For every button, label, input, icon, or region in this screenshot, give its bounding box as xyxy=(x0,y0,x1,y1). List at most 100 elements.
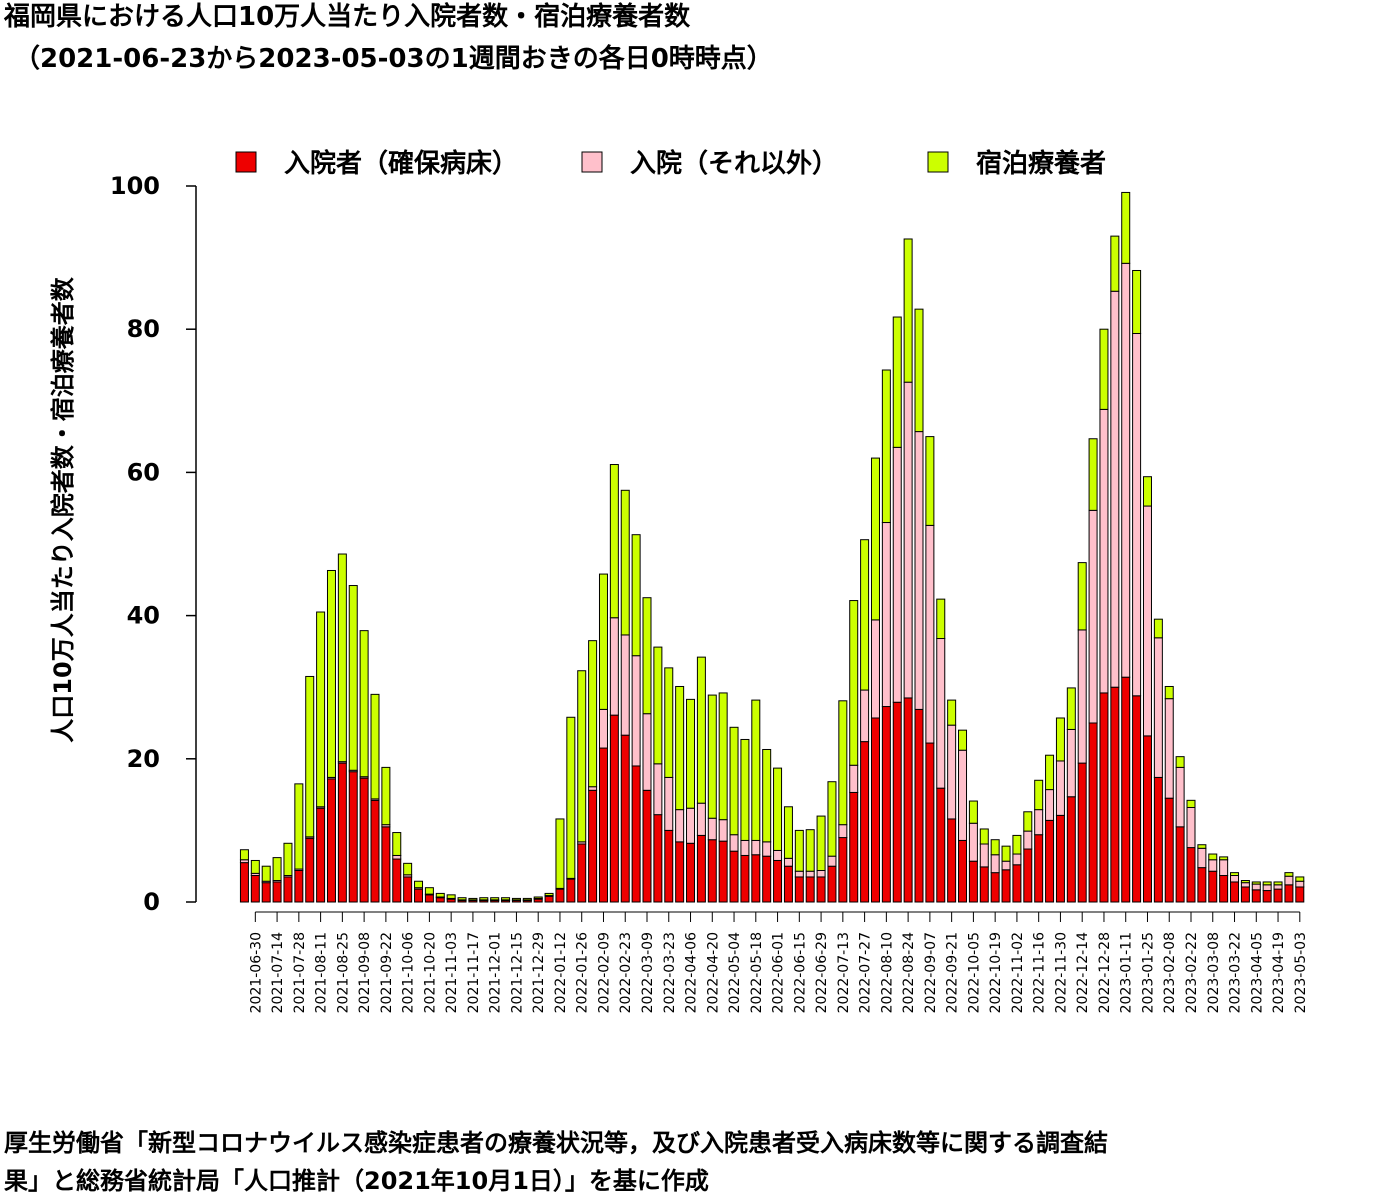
bar-segment-hospital-other xyxy=(1045,789,1055,821)
bar-segment-hotel xyxy=(403,862,413,876)
bar-segment-hospital-other xyxy=(881,522,891,708)
bar-segment-hospital-secured xyxy=(892,701,902,903)
x-tick-label: 2022-03-09 xyxy=(640,932,656,1013)
x-tick-label: 2022-12-28 xyxy=(1097,932,1113,1013)
source-note-line1: 厚生労働省「新型コロナウイルス感染症患者の療養状況等，及び入院患者受入病床数等に… xyxy=(4,1129,1108,1157)
bar-segment-hospital-secured xyxy=(239,862,249,903)
bar-segment-hotel xyxy=(1197,844,1207,849)
x-tick-label: 2022-01-26 xyxy=(575,932,591,1013)
bar-segment-hospital-secured xyxy=(1208,870,1218,903)
bar-segment-hospital-secured xyxy=(1055,814,1065,903)
bar-segment-hospital-other xyxy=(588,786,598,791)
bar-segment-hotel xyxy=(1251,881,1261,885)
bar-segment-hospital-secured xyxy=(392,858,402,903)
bar-segment-hospital-other xyxy=(631,655,641,767)
bar-segment-hospital-other xyxy=(903,381,913,699)
bar-segment-hospital-secured xyxy=(881,706,891,903)
bar-segment-hotel xyxy=(490,897,500,901)
bar-segment-hotel xyxy=(925,436,935,526)
bar-segment-hospital-secured xyxy=(838,837,848,903)
bar-segment-hotel xyxy=(1230,872,1240,877)
bar-segment-hotel xyxy=(1121,191,1131,264)
x-tick-label: 2022-11-16 xyxy=(1032,932,1048,1013)
bar-segment-hotel xyxy=(370,693,380,800)
bar-segment-hotel xyxy=(511,897,521,901)
bar-segment-hospital-other xyxy=(686,807,696,844)
bar-segment-hospital-secured xyxy=(1153,776,1163,903)
x-tick-label: 2021-12-29 xyxy=(531,932,547,1013)
bar-segment-hospital-other xyxy=(979,843,989,868)
bar-segment-hotel xyxy=(1219,856,1229,861)
x-tick-label: 2021-08-11 xyxy=(314,932,330,1013)
x-tick-label: 2023-01-25 xyxy=(1141,932,1157,1013)
bar-segment-hospital-other xyxy=(642,713,652,791)
bar-segment-hospital-secured xyxy=(794,876,804,903)
bar-segment-hotel xyxy=(620,489,630,636)
bar-segment-hospital-other xyxy=(1034,809,1044,836)
bar-segment-hospital-secured xyxy=(1164,797,1174,903)
bar-segment-hotel xyxy=(566,716,576,879)
bar-segment-hotel xyxy=(1132,269,1142,334)
x-tick-label: 2021-09-22 xyxy=(379,932,395,1013)
bar-segment-hospital-secured xyxy=(675,841,685,903)
bar-segment-hospital-secured xyxy=(1066,796,1076,903)
bar-segment-hospital-other xyxy=(751,839,761,856)
bar-segment-hospital-secured xyxy=(1251,889,1261,903)
bar-segment-hospital-other xyxy=(1132,333,1142,697)
bar-segment-hotel xyxy=(1164,685,1174,700)
bar-segment-hospital-secured xyxy=(609,714,619,903)
stacked-bar-chart: 入院者（確保病床） 入院（それ以外） 宿泊療養者 0 20 40 60 80 100 2021… xyxy=(49,148,1309,1013)
x-tick-label: 2022-01-12 xyxy=(553,932,569,1013)
bar-segment-hospital-secured xyxy=(381,826,391,903)
bar-segment-hotel xyxy=(751,699,761,841)
bar-segment-hotel xyxy=(468,897,478,901)
bar-segment-hotel xyxy=(1208,853,1218,861)
bar-segment-hospital-other xyxy=(936,638,946,789)
bar-segment-hospital-secured xyxy=(1088,722,1098,903)
bar-segment-hospital-secured xyxy=(925,742,935,903)
x-tick-label: 2022-02-09 xyxy=(597,932,613,1013)
bar-segment-hotel xyxy=(686,698,696,809)
bar-segment-hospital-secured xyxy=(555,888,565,903)
bar-segment-hotel xyxy=(1142,476,1152,507)
bar-segment-hotel xyxy=(555,818,565,889)
bar-segment-hospital-other xyxy=(860,689,870,743)
bar-segment-hospital-secured xyxy=(783,865,793,903)
legend-hospital-secured-label: 入院者（確保病床） xyxy=(284,148,518,179)
bar-segment-hotel xyxy=(435,892,445,898)
bar-segment-hospital-secured xyxy=(653,814,663,903)
x-tick-label: 2021-12-01 xyxy=(488,932,504,1013)
bar-segment-hotel xyxy=(294,783,304,870)
x-tick-label: 2022-05-18 xyxy=(749,932,765,1013)
x-tick-label: 2022-10-19 xyxy=(988,932,1004,1013)
bar-segment-hospital-secured xyxy=(631,765,641,903)
bar-segment-hospital-other xyxy=(1251,883,1261,891)
bar-segment-hospital-secured xyxy=(370,799,380,903)
bar-segment-hospital-secured xyxy=(250,875,260,903)
bar-segment-hospital-other xyxy=(707,817,717,841)
bar-segment-hospital-secured xyxy=(283,876,293,903)
bar-segment-hotel xyxy=(533,896,543,899)
bar-segment-hospital-secured xyxy=(1034,834,1044,903)
bar-segment-hospital-other xyxy=(598,708,608,749)
bar-segment-hospital-other xyxy=(968,822,978,862)
y-tick-label: 80 xyxy=(127,315,160,343)
bar-segment-hotel xyxy=(1034,779,1044,811)
bar-segment-hospital-secured xyxy=(642,789,652,903)
bar-segment-hotel xyxy=(653,646,663,765)
x-tick-label: 2022-11-02 xyxy=(1010,932,1026,1013)
bar-segment-hospital-other xyxy=(1295,880,1305,888)
bar-segment-hotel xyxy=(642,597,652,715)
bar-segment-hotel xyxy=(936,598,946,640)
bar-segment-hotel xyxy=(675,685,685,811)
bar-segment-hotel xyxy=(990,839,1000,856)
bar-segment-hospital-secured xyxy=(588,789,598,903)
bar-segment-hospital-secured xyxy=(261,882,271,903)
bar-segment-hospital-other xyxy=(664,776,674,831)
bar-segment-hotel xyxy=(1077,562,1087,631)
bar-segment-hotel xyxy=(631,534,641,657)
bar-segment-hospital-secured xyxy=(326,778,336,903)
x-tick-label: 2022-02-23 xyxy=(618,932,634,1013)
x-tick-label: 2021-07-14 xyxy=(270,932,286,1013)
bar-segment-hospital-other xyxy=(1240,882,1250,888)
